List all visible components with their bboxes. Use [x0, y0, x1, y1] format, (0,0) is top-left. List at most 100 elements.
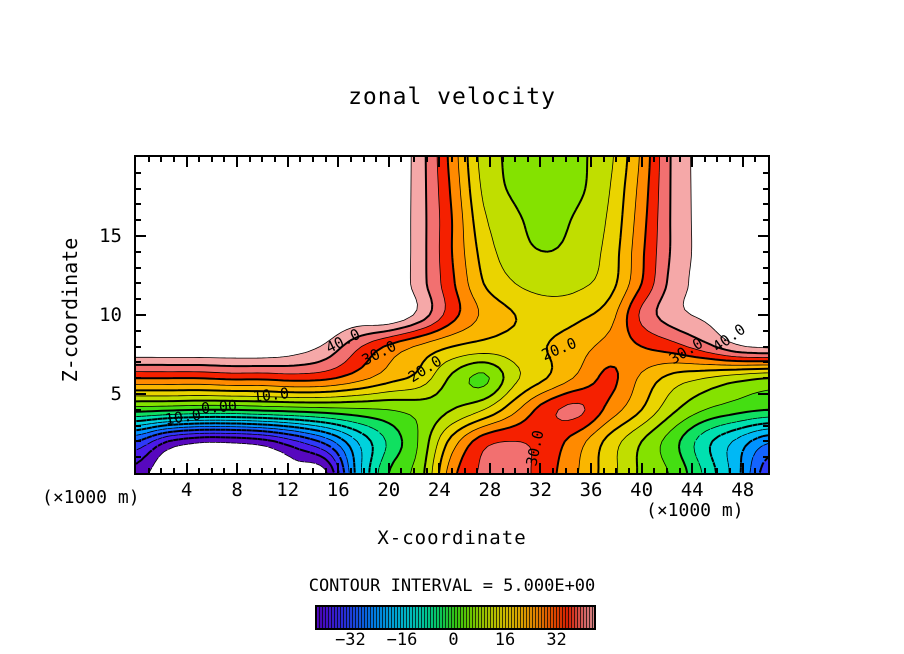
x-tick	[438, 463, 441, 473]
colorbar-canvas	[317, 607, 594, 628]
z-tick	[763, 456, 768, 459]
x-tick-label: 48	[731, 479, 755, 501]
z-tick	[763, 187, 768, 190]
x-tick	[311, 157, 314, 162]
x-tick	[375, 157, 378, 162]
x-tick	[286, 463, 289, 473]
z-tick	[136, 298, 141, 301]
x-tick	[223, 468, 226, 473]
x-tick	[425, 157, 428, 162]
x-tick	[691, 463, 694, 473]
z-tick-label: 15	[99, 225, 122, 247]
z-tick	[758, 235, 768, 237]
z-tick	[136, 393, 146, 395]
colorbar-tick-label: 32	[546, 630, 567, 650]
x-tick	[741, 157, 744, 167]
x-tick	[387, 157, 390, 167]
x-tick-label: 32	[529, 479, 552, 501]
x-tick	[210, 468, 213, 473]
x-tick	[716, 468, 719, 473]
x-tick	[552, 468, 555, 473]
z-tick	[763, 250, 768, 253]
x-tick	[754, 468, 757, 473]
x-tick	[703, 157, 706, 162]
x-tick-label: 36	[579, 479, 603, 501]
x-tick	[362, 468, 365, 473]
z-tick-label: 5	[110, 383, 122, 405]
x-tick	[160, 157, 163, 162]
x-tick	[324, 157, 327, 162]
x-tick	[463, 468, 466, 473]
x-tick	[185, 157, 188, 167]
z-tick	[136, 424, 141, 427]
x-tick	[172, 468, 175, 473]
z-tick	[136, 345, 141, 348]
x-tick	[729, 468, 732, 473]
z-tick	[136, 235, 146, 237]
x-tick-label: 24	[427, 479, 451, 501]
x-tick	[286, 157, 289, 167]
x-tick	[678, 468, 681, 473]
z-tick	[763, 345, 768, 348]
x-tick	[400, 157, 403, 162]
x-tick	[514, 468, 517, 473]
z-tick	[763, 424, 768, 427]
z-tick	[758, 314, 768, 316]
z-tick	[763, 298, 768, 301]
x-tick	[349, 468, 352, 473]
x-tick	[741, 463, 744, 473]
x-tick	[248, 468, 251, 473]
x-tick	[653, 468, 656, 473]
x-tick	[425, 468, 428, 473]
x-tick	[223, 157, 226, 162]
x-tick	[413, 468, 416, 473]
x-tick	[665, 468, 668, 473]
z-tick	[758, 393, 768, 395]
x-tick	[590, 463, 593, 473]
x-tick	[463, 157, 466, 162]
x-tick	[678, 157, 681, 162]
z-tick	[136, 250, 141, 253]
x-tick	[438, 157, 441, 167]
x-tick	[451, 157, 453, 162]
x-tick	[615, 468, 618, 473]
x-tick	[514, 157, 517, 162]
contour-field-canvas	[136, 157, 768, 473]
x-tick	[716, 157, 719, 162]
x-tick	[501, 157, 504, 162]
z-tick	[136, 440, 141, 443]
x-tick-label: 16	[326, 479, 350, 501]
x-tick	[210, 157, 213, 162]
x-tick	[476, 468, 479, 473]
x-tick	[488, 157, 491, 167]
plot-frame: 40.0 30.0 20.0 10.0 0.00 10.0 20.0 30.0 30.0 40.0	[134, 155, 770, 475]
y-axis-title: Z-coordinate	[58, 237, 82, 383]
x-tick	[349, 157, 352, 162]
x-tick	[577, 157, 580, 162]
x-tick	[627, 157, 630, 162]
x-tick	[501, 468, 504, 473]
z-tick	[136, 408, 141, 411]
x-tick	[274, 157, 277, 162]
z-tick	[763, 219, 768, 222]
x-tick	[564, 468, 567, 473]
z-tick-label: 10	[99, 304, 122, 326]
x-tick	[198, 157, 201, 162]
z-tick	[763, 408, 768, 411]
x-tick	[539, 157, 542, 167]
x-tick-label: 40	[630, 479, 654, 501]
x-tick	[375, 468, 378, 473]
x-tick	[198, 468, 201, 473]
z-tick	[763, 440, 768, 443]
x-tick	[387, 463, 390, 473]
x-tick	[324, 468, 327, 473]
x-tick	[488, 463, 491, 473]
z-tick	[763, 266, 768, 269]
z-tick	[136, 329, 141, 332]
colorbar-tick-label: −32	[335, 630, 366, 650]
x-tick	[236, 157, 239, 167]
z-tick	[763, 329, 768, 332]
x-tick	[160, 468, 163, 473]
z-tick	[136, 314, 146, 316]
